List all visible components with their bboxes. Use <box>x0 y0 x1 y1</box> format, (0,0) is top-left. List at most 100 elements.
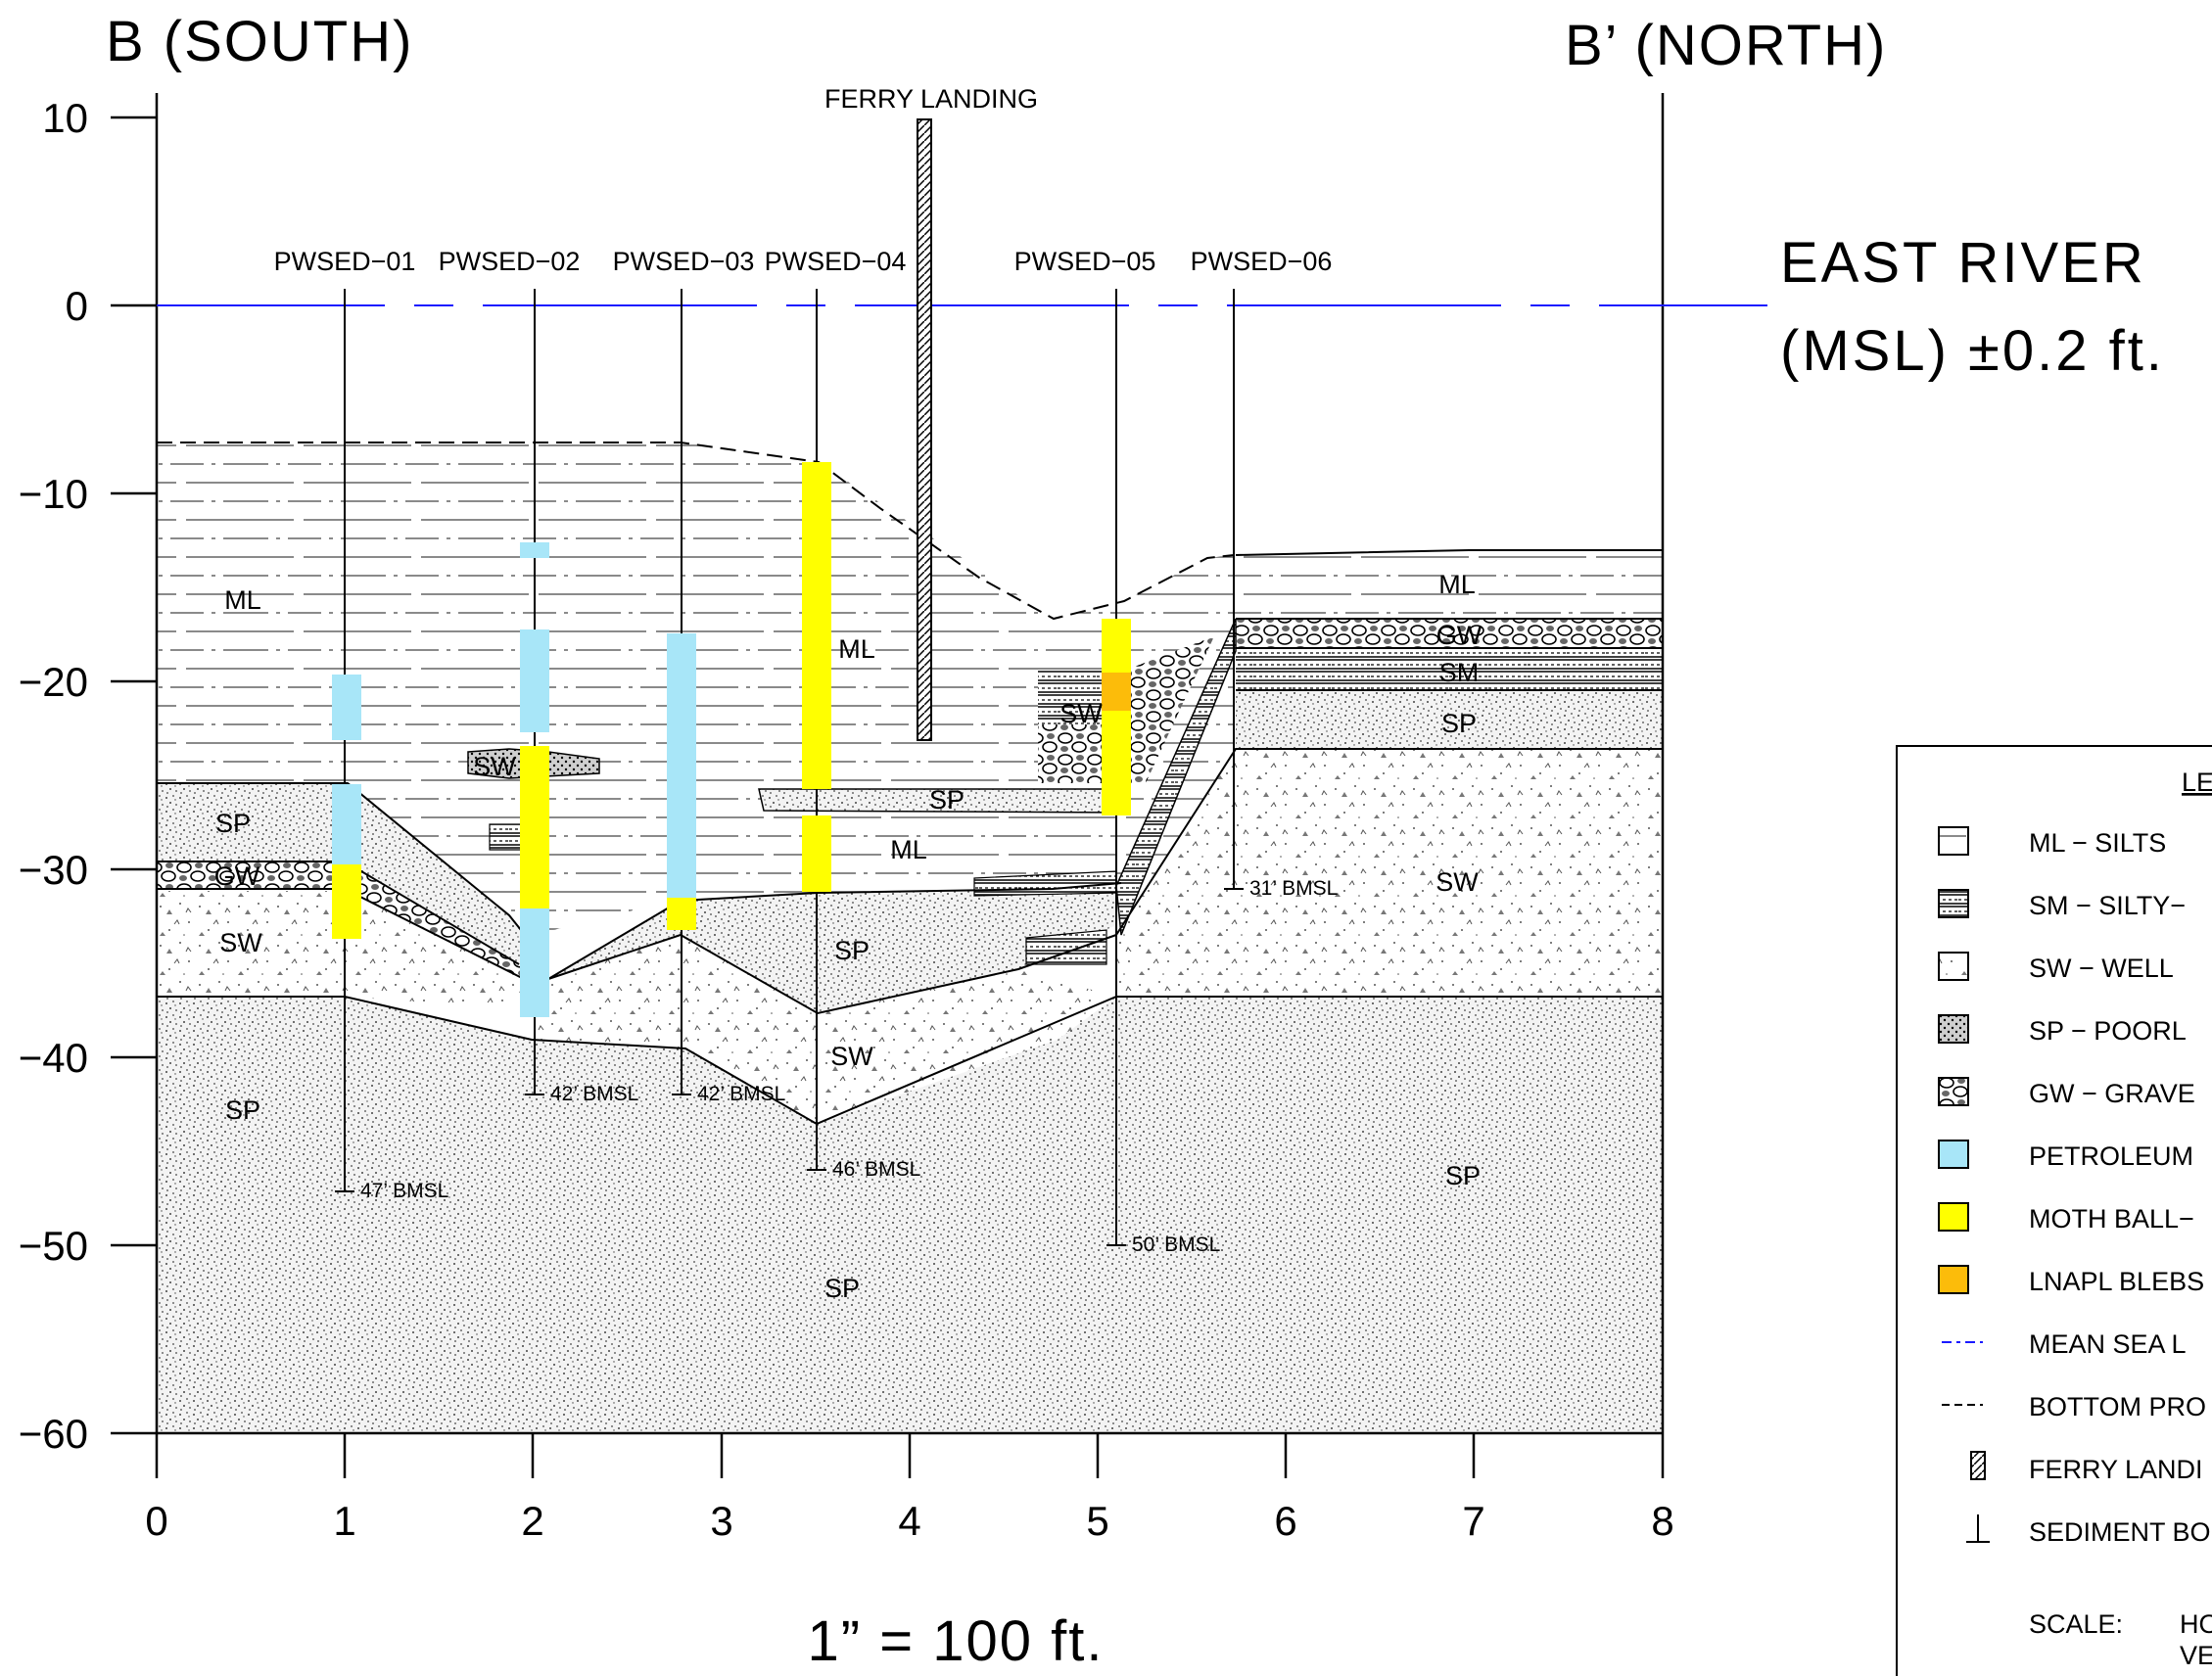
soil-label: SP <box>215 809 251 838</box>
depth-label: 42’ BMSL <box>697 1083 785 1105</box>
legend-label: MOTH BALL− <box>2029 1204 2194 1234</box>
legend-swatch-ferry <box>1970 1451 1986 1480</box>
soil-label: ML <box>1438 570 1476 599</box>
soil-label: SW <box>830 1042 873 1071</box>
mothball-zone <box>1102 711 1131 815</box>
soil-label: SP <box>929 785 965 815</box>
soil-labels: ML ML ML ML SP GW SW SW SW SW SW SP SP S… <box>214 570 1483 1303</box>
boring-label: PWSED−01 <box>274 247 416 276</box>
stratum-ml-right <box>1234 550 1663 617</box>
soil-label: SP <box>225 1095 260 1125</box>
y-tick-label: −20 <box>19 659 88 705</box>
stratum-sp-right <box>1236 690 1663 749</box>
y-tick-labels: 10 0 −10 −20 −30 −40 −50 −60 <box>19 95 88 1457</box>
legend-scale-vertical: VE <box>2180 1641 2212 1670</box>
stratum-sm-right <box>1236 648 1663 690</box>
legend-label: ML − SILTS <box>2029 828 2166 858</box>
x-tick-label: 5 <box>1086 1498 1108 1544</box>
petroleum-zone <box>332 784 361 864</box>
petroleum-zone <box>520 629 549 732</box>
soil-label: SP <box>1445 1161 1481 1190</box>
x-tick-label: 3 <box>710 1498 732 1544</box>
x-tick-label: 0 <box>145 1498 167 1544</box>
x-tick-label: 4 <box>898 1498 920 1544</box>
depth-label: 50’ BMSL <box>1132 1234 1220 1256</box>
soil-label: ML <box>890 835 927 864</box>
depth-label: 31’ BMSL <box>1249 877 1338 900</box>
river-label: EAST RIVER <box>1780 231 2146 295</box>
legend-swatch-sp <box>1938 1014 1969 1044</box>
mothball-zone <box>802 462 831 789</box>
legend-label: BOTTOM PRO <box>2029 1392 2206 1421</box>
boring-labels: PWSED−01 PWSED−02 PWSED−03 PWSED−04 PWSE… <box>274 247 1333 276</box>
legend-labels: ML − SILTS SM − SILTY− SW − WELL SP − PO… <box>2029 828 2212 1670</box>
stratum-sp-deep <box>157 997 1663 1433</box>
soil-label: SP <box>834 936 870 965</box>
soil-label: SP <box>1441 709 1477 738</box>
stratum-sw-left <box>157 891 548 1008</box>
petroleum-zone <box>667 633 696 898</box>
mothball-zone <box>520 746 549 908</box>
soil-label: SW <box>1435 867 1479 897</box>
stratum-gw-right <box>1236 619 1663 648</box>
y-tick-label: −40 <box>19 1035 88 1081</box>
boring-label: PWSED−02 <box>439 247 581 276</box>
stratum-sw-center <box>532 935 1116 1124</box>
x-tick-label: 6 <box>1274 1498 1296 1544</box>
boring-label: PWSED−03 <box>613 247 755 276</box>
legend-label: PETROLEUM <box>2029 1141 2193 1171</box>
x-tick-label: 2 <box>521 1498 543 1544</box>
lnapl-zone <box>1102 673 1131 711</box>
y-tick-label: −30 <box>19 847 88 893</box>
soil-label: SW <box>473 752 516 781</box>
legend-label: SW − WELL <box>2029 954 2174 983</box>
contamination-columns <box>332 462 1131 1017</box>
depth-label: 42’ BMSL <box>550 1083 638 1105</box>
boring-label: PWSED−06 <box>1191 247 1333 276</box>
soil-label: GW <box>1436 621 1483 650</box>
soil-label: SM <box>1439 658 1480 687</box>
soil-label: SW <box>219 928 262 957</box>
soil-label: ML <box>838 634 875 664</box>
petroleum-zone <box>520 908 549 1017</box>
stratum-slope-band <box>1115 618 1237 936</box>
mothball-zone <box>802 815 831 892</box>
soil-label: GW <box>214 861 260 891</box>
legend-scale-label: SCALE: <box>2029 1609 2123 1639</box>
legend-header: LE <box>2182 768 2212 797</box>
legend-swatch-gw <box>1938 1077 1969 1106</box>
legend-label: SEDIMENT BO <box>2029 1517 2211 1547</box>
x-tick-label: 7 <box>1462 1498 1484 1544</box>
legend-swatch-ml <box>1938 826 1969 856</box>
soil-label: SW <box>1059 699 1103 728</box>
y-tick-label: 0 <box>66 283 88 329</box>
depth-labels: 47’ BMSL 42’ BMSL 42’ BMSL 46’ BMSL 50’ … <box>360 877 1338 1256</box>
x-tick-marks <box>155 1433 1665 1478</box>
msl-label: (MSL) ±0.2 ft. <box>1780 319 2165 383</box>
section-end-title: B’ (NORTH) <box>1565 14 1887 77</box>
petroleum-zone <box>332 675 361 740</box>
legend-label: FERRY LANDI <box>2029 1455 2203 1484</box>
petroleum-zone <box>520 542 549 558</box>
mothball-zone <box>1102 619 1131 673</box>
y-tick-label: −60 <box>19 1411 88 1457</box>
x-tick-label: 8 <box>1651 1498 1673 1544</box>
boring-label: PWSED−05 <box>1014 247 1156 276</box>
y-tick-label: −50 <box>19 1223 88 1269</box>
legend-swatch-petroleum <box>1938 1140 1969 1169</box>
x-tick-labels: 0 1 2 3 4 5 6 7 8 <box>145 1498 1673 1544</box>
scale-label: 1” = 100 ft. <box>808 1609 1105 1673</box>
legend-label: SM − SILTY− <box>2029 891 2186 920</box>
y-tick-label: 10 <box>42 95 88 141</box>
stratum-sw-right <box>1116 749 1663 997</box>
soil-label: SP <box>824 1274 860 1303</box>
stratum-sp-left <box>157 783 548 964</box>
legend-label: GW − GRAVE <box>2029 1079 2195 1108</box>
mothball-zone <box>667 898 696 930</box>
legend-swatch-sw <box>1938 952 1969 981</box>
boring-label: PWSED−04 <box>765 247 907 276</box>
depth-label: 46’ BMSL <box>832 1158 920 1181</box>
soil-label: ML <box>224 585 261 615</box>
y-tick-marks <box>111 116 157 1435</box>
